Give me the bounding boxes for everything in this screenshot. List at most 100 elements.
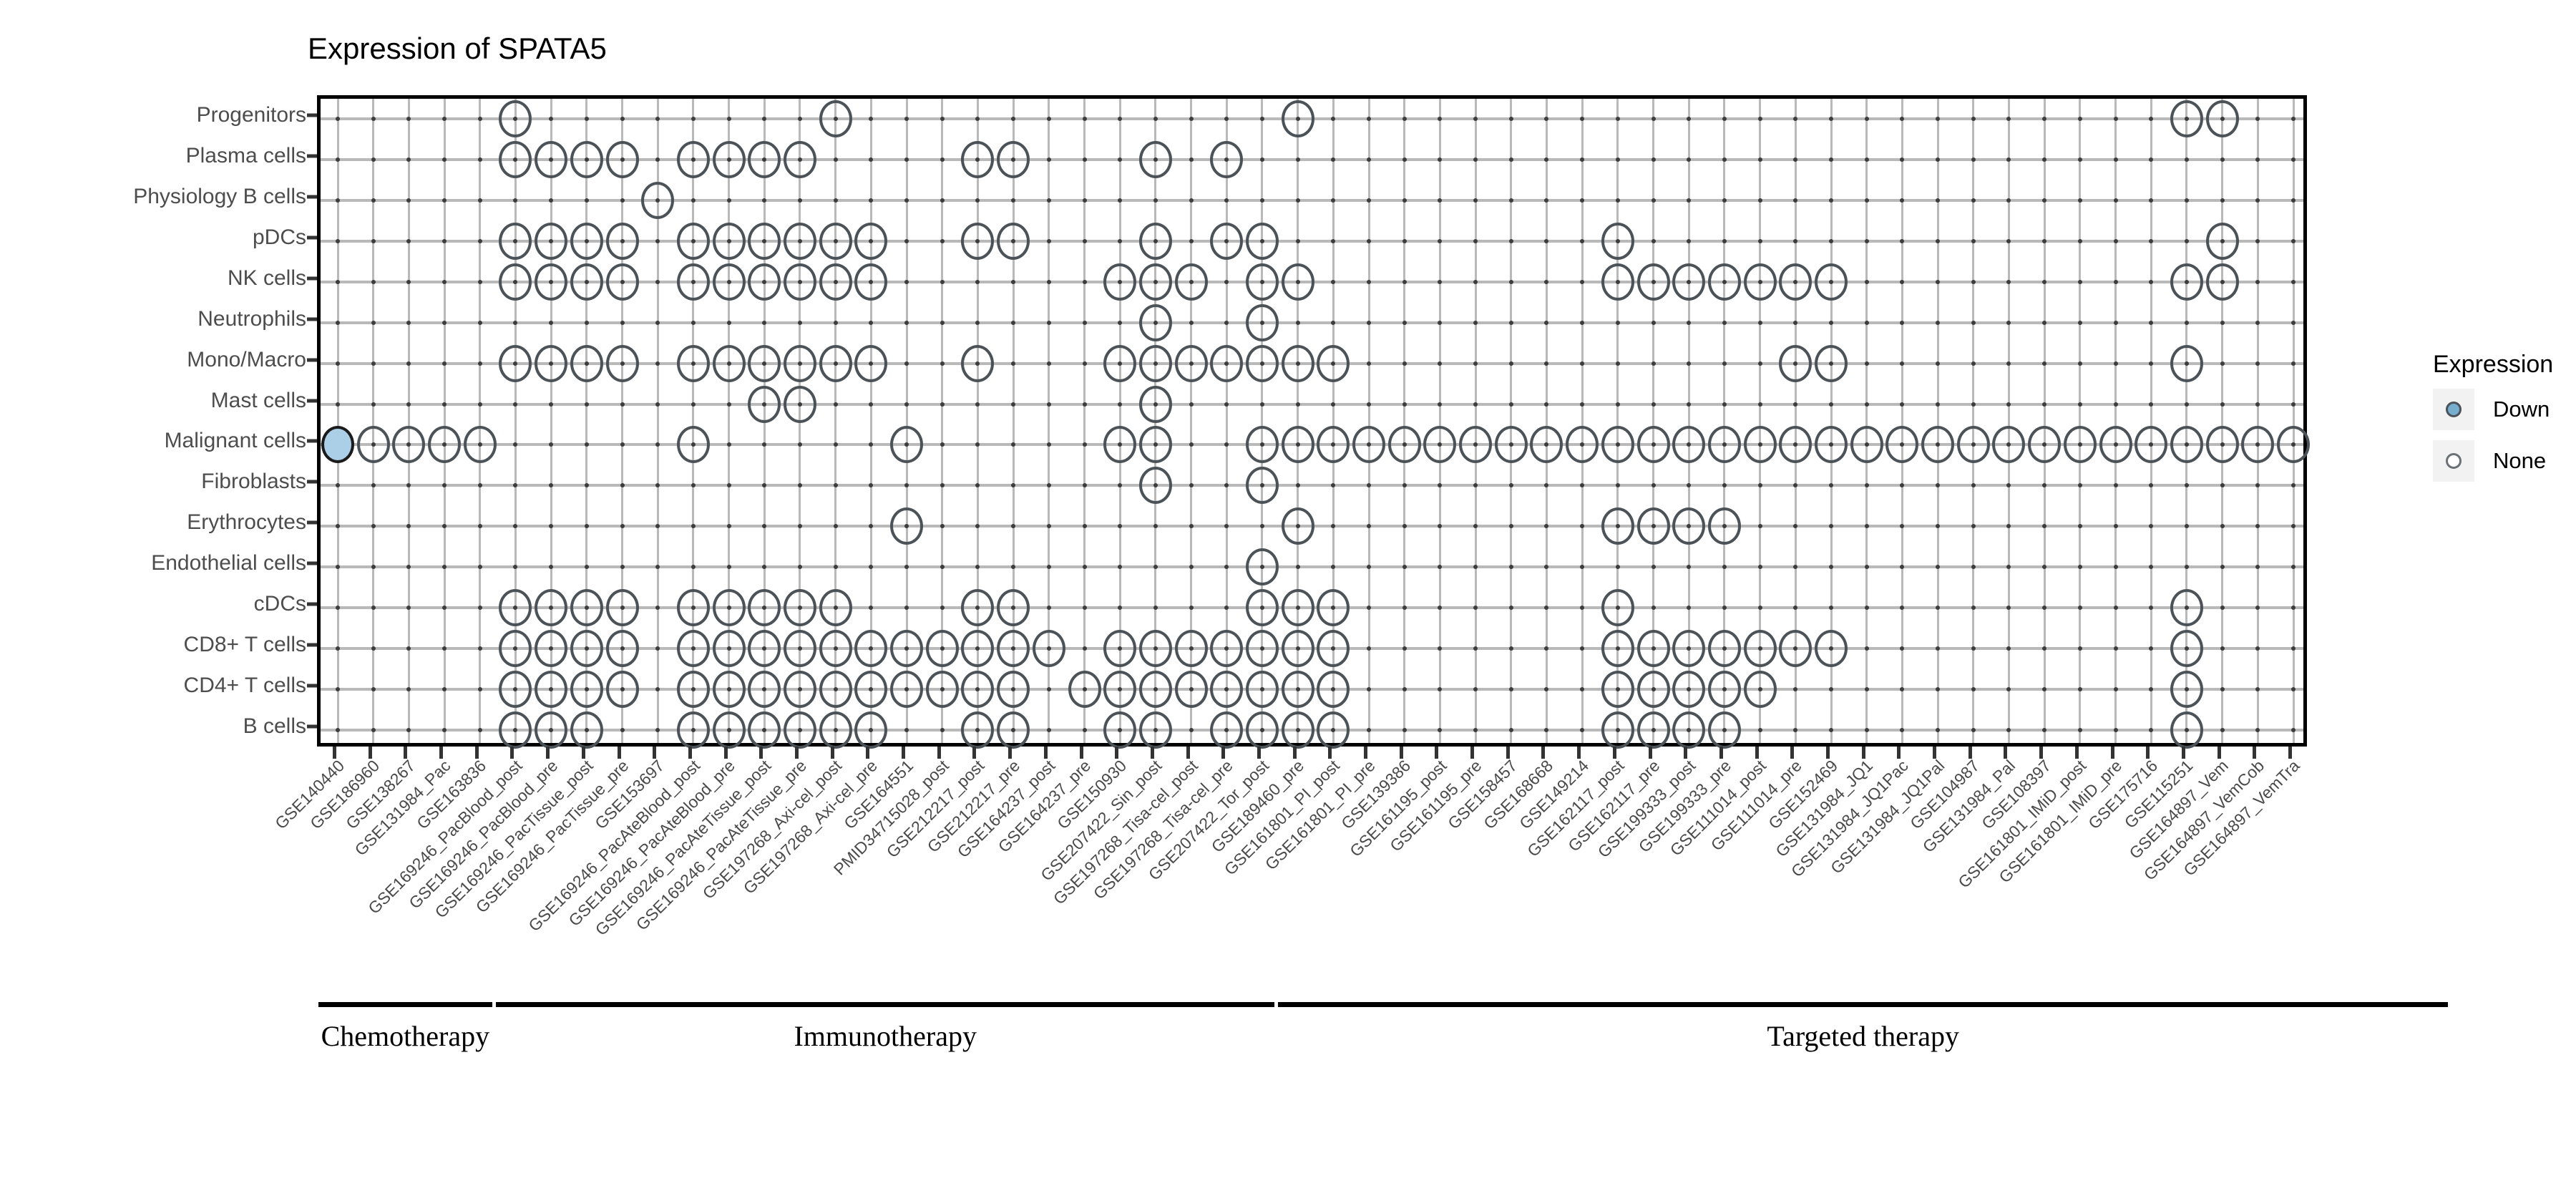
expression-dot[interactable] [925,671,959,709]
expression-dot[interactable] [1672,711,1706,749]
expression-dot[interactable] [1636,263,1670,301]
expression-dot[interactable] [1281,426,1314,464]
expression-dot[interactable] [1138,140,1172,178]
expression-dot[interactable] [499,630,532,668]
expression-dot[interactable] [783,385,816,423]
expression-dot[interactable] [854,344,888,382]
expression-dot[interactable] [2205,426,2239,464]
expression-dot[interactable] [783,589,816,627]
expression-dot[interactable] [783,263,816,301]
expression-dot[interactable] [1707,671,1741,709]
expression-dot[interactable] [1672,507,1706,545]
expression-dot[interactable] [1459,426,1493,464]
expression-dot[interactable] [1245,222,1279,260]
expression-dot[interactable] [961,140,995,178]
expression-dot[interactable] [570,589,603,627]
expression-dot[interactable] [997,140,1030,178]
expression-dot[interactable] [712,140,746,178]
expression-dot[interactable] [1636,671,1670,709]
expression-dot[interactable] [1138,467,1172,505]
expression-dot[interactable] [1138,630,1172,668]
expression-dot[interactable] [1779,426,1813,464]
expression-dot[interactable] [1281,671,1314,709]
expression-dot[interactable] [1672,630,1706,668]
expression-dot[interactable] [854,630,888,668]
expression-dot[interactable] [1317,426,1350,464]
expression-dot[interactable] [1138,263,1172,301]
expression-dot[interactable] [997,589,1030,627]
expression-dot[interactable] [570,140,603,178]
expression-dot[interactable] [1281,507,1314,545]
expression-dot[interactable] [570,630,603,668]
expression-dot[interactable] [570,222,603,260]
expression-dot[interactable] [854,711,888,749]
expression-dot[interactable] [1423,426,1457,464]
expression-dot[interactable] [1601,630,1634,668]
expression-dot[interactable] [1103,630,1137,668]
expression-dot[interactable] [1210,630,1244,668]
expression-dot[interactable] [1779,344,1813,382]
expression-dot[interactable] [783,671,816,709]
expression-dot[interactable] [854,222,888,260]
expression-dot[interactable] [819,344,852,382]
expression-dot[interactable] [1138,711,1172,749]
expression-dot[interactable] [1956,426,1990,464]
expression-dot[interactable] [356,426,390,464]
expression-dot[interactable] [1815,344,1848,382]
expression-dot[interactable] [535,222,568,260]
expression-dot[interactable] [570,263,603,301]
expression-dot[interactable] [2028,426,2062,464]
expression-dot[interactable] [783,630,816,668]
expression-dot[interactable] [676,426,710,464]
legend-item[interactable]: None [2433,440,2553,482]
expression-dot[interactable] [1245,303,1279,341]
expression-dot[interactable] [1601,589,1634,627]
expression-dot[interactable] [890,630,924,668]
expression-dot[interactable] [1601,711,1634,749]
expression-dot[interactable] [748,589,781,627]
expression-dot[interactable] [1245,467,1279,505]
expression-dot[interactable] [2099,426,2132,464]
expression-dot[interactable] [1707,426,1741,464]
expression-dot[interactable] [676,630,710,668]
expression-dot[interactable] [1138,344,1172,382]
expression-dot[interactable] [1103,263,1137,301]
expression-dot[interactable] [1672,426,1706,464]
expression-dot[interactable] [535,589,568,627]
expression-dot[interactable] [1281,263,1314,301]
expression-dot[interactable] [1317,711,1350,749]
expression-dot[interactable] [1601,222,1634,260]
expression-dot[interactable] [961,344,995,382]
expression-dot[interactable] [605,263,639,301]
expression-dot[interactable] [748,222,781,260]
expression-dot[interactable] [1245,263,1279,301]
expression-dot[interactable] [1103,711,1137,749]
expression-dot[interactable] [997,711,1030,749]
expression-dot[interactable] [1850,426,1883,464]
expression-dot[interactable] [676,344,710,382]
expression-dot[interactable] [1138,385,1172,423]
expression-dot[interactable] [819,589,852,627]
expression-dot[interactable] [1210,140,1244,178]
expression-dot[interactable] [961,671,995,709]
expression-dot[interactable] [1707,263,1741,301]
expression-dot[interactable] [1174,671,1208,709]
expression-dot[interactable] [961,711,995,749]
expression-dot[interactable] [605,671,639,709]
expression-dot[interactable] [1636,630,1670,668]
expression-dot[interactable] [1636,426,1670,464]
expression-dot[interactable] [535,140,568,178]
expression-dot[interactable] [1138,303,1172,341]
legend-item[interactable]: Down [2433,389,2553,430]
expression-dot[interactable] [2170,344,2203,382]
expression-dot[interactable] [605,140,639,178]
expression-dot[interactable] [1317,589,1350,627]
expression-dot[interactable] [1103,344,1137,382]
expression-dot[interactable] [748,344,781,382]
expression-dot[interactable] [463,426,497,464]
expression-dot[interactable] [1317,630,1350,668]
expression-dot[interactable] [570,344,603,382]
expression-dot[interactable] [748,711,781,749]
expression-dot[interactable] [712,630,746,668]
expression-dot[interactable] [1281,630,1314,668]
